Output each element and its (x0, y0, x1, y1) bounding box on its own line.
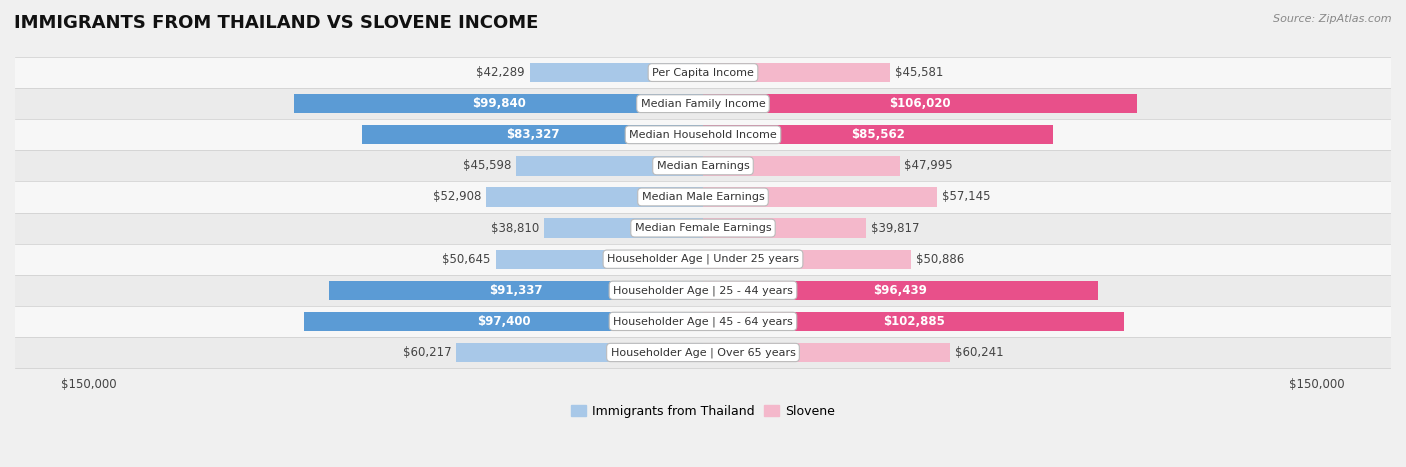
Text: $91,337: $91,337 (489, 284, 543, 297)
Text: IMMIGRANTS FROM THAILAND VS SLOVENE INCOME: IMMIGRANTS FROM THAILAND VS SLOVENE INCO… (14, 14, 538, 32)
Bar (15, 244, 1391, 275)
Bar (703, 249, 911, 269)
Text: Householder Age | 45 - 64 years: Householder Age | 45 - 64 years (613, 316, 793, 326)
Text: $42,289: $42,289 (477, 66, 524, 79)
Bar (703, 343, 949, 362)
Text: Median Female Earnings: Median Female Earnings (634, 223, 772, 233)
Text: $99,840: $99,840 (471, 97, 526, 110)
Text: $38,810: $38,810 (491, 221, 538, 234)
Bar (703, 281, 1098, 300)
Text: $57,145: $57,145 (942, 191, 990, 204)
Bar (15, 88, 1391, 119)
Bar (530, 63, 703, 82)
Bar (703, 312, 1125, 331)
Legend: Immigrants from Thailand, Slovene: Immigrants from Thailand, Slovene (571, 405, 835, 417)
Text: $106,020: $106,020 (889, 97, 950, 110)
Bar (15, 57, 1391, 88)
Text: $60,217: $60,217 (404, 346, 451, 359)
Text: $47,995: $47,995 (904, 159, 953, 172)
Text: Per Capita Income: Per Capita Income (652, 68, 754, 78)
Bar (457, 343, 703, 362)
Bar (703, 219, 866, 238)
Bar (361, 125, 703, 144)
Bar (516, 156, 703, 176)
Bar (703, 63, 890, 82)
Bar (294, 94, 703, 113)
Text: $97,400: $97,400 (477, 315, 530, 328)
Bar (329, 281, 703, 300)
Bar (703, 125, 1053, 144)
Text: $39,817: $39,817 (870, 221, 920, 234)
Bar (15, 212, 1391, 244)
Bar (15, 275, 1391, 306)
Text: Householder Age | Over 65 years: Householder Age | Over 65 years (610, 347, 796, 358)
Bar (495, 249, 703, 269)
Bar (15, 181, 1391, 212)
Text: Householder Age | Under 25 years: Householder Age | Under 25 years (607, 254, 799, 264)
Bar (703, 156, 900, 176)
Text: $102,885: $102,885 (883, 315, 945, 328)
Bar (304, 312, 703, 331)
Bar (15, 119, 1391, 150)
Text: $45,581: $45,581 (894, 66, 943, 79)
Text: $50,886: $50,886 (917, 253, 965, 266)
Text: $96,439: $96,439 (873, 284, 928, 297)
Text: $52,908: $52,908 (433, 191, 481, 204)
Text: Median Earnings: Median Earnings (657, 161, 749, 171)
Text: $85,562: $85,562 (851, 128, 905, 142)
Text: $83,327: $83,327 (506, 128, 560, 142)
Bar (544, 219, 703, 238)
Bar (15, 337, 1391, 368)
Text: $50,645: $50,645 (443, 253, 491, 266)
Bar (15, 150, 1391, 181)
Text: $60,241: $60,241 (955, 346, 1004, 359)
Text: Median Male Earnings: Median Male Earnings (641, 192, 765, 202)
Bar (486, 187, 703, 206)
Bar (15, 306, 1391, 337)
Text: Householder Age | 25 - 44 years: Householder Age | 25 - 44 years (613, 285, 793, 296)
Text: Source: ZipAtlas.com: Source: ZipAtlas.com (1274, 14, 1392, 24)
Bar (703, 187, 936, 206)
Bar (703, 94, 1137, 113)
Text: $45,598: $45,598 (463, 159, 512, 172)
Text: Median Household Income: Median Household Income (628, 130, 778, 140)
Text: Median Family Income: Median Family Income (641, 99, 765, 109)
